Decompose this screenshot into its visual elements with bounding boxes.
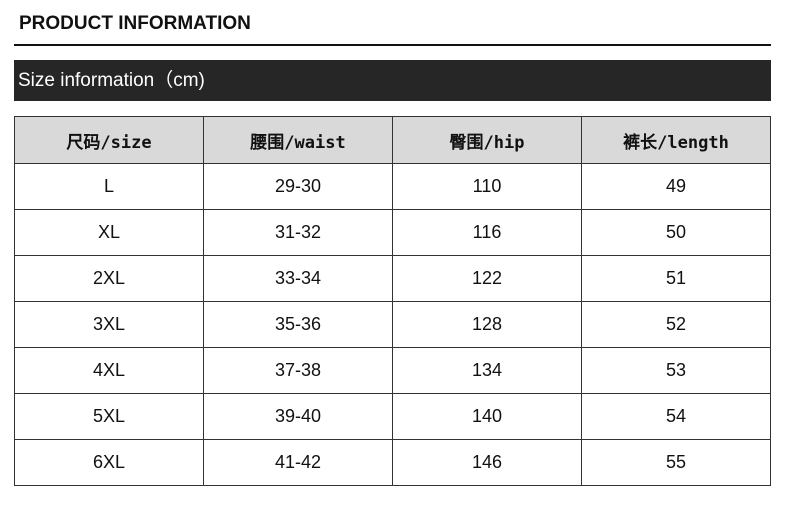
table-cell: 39-40 [203, 393, 393, 440]
table-cell: 5XL [14, 393, 204, 440]
page-title: PRODUCT INFORMATION [19, 13, 251, 34]
table-row: 3XL 35-36 128 52 [14, 301, 771, 348]
table-row: L 29-30 110 49 [14, 163, 771, 210]
table-cell: 110 [392, 163, 582, 210]
table-cell: 3XL [14, 301, 204, 348]
table-cell: 146 [392, 439, 582, 486]
table-cell: 41-42 [203, 439, 393, 486]
table-cell: 122 [392, 255, 582, 302]
table-cell: 55 [581, 439, 771, 486]
table-cell: 140 [392, 393, 582, 440]
size-table: 尺码/size 腰围/waist 臀围/hip 裤长/length L 29-30 110… [14, 116, 771, 486]
table-header-row: 尺码/size 腰围/waist 臀围/hip 裤长/length [14, 116, 771, 164]
table-cell: 54 [581, 393, 771, 440]
table-cell: 6XL [14, 439, 204, 486]
column-header: 腰围/waist [203, 116, 393, 164]
title-divider [14, 44, 771, 46]
table-cell: 116 [392, 209, 582, 256]
table-cell: 2XL [14, 255, 204, 302]
table-cell: 134 [392, 347, 582, 394]
table-cell: 50 [581, 209, 771, 256]
column-header: 尺码/size [14, 116, 204, 164]
table-cell: XL [14, 209, 204, 256]
table-cell: 29-30 [203, 163, 393, 210]
table-cell: 35-36 [203, 301, 393, 348]
table-cell: 31-32 [203, 209, 393, 256]
table-row: 2XL 33-34 122 51 [14, 255, 771, 302]
table-cell: 33-34 [203, 255, 393, 302]
table-cell: 128 [392, 301, 582, 348]
table-cell: 52 [581, 301, 771, 348]
table-cell: 4XL [14, 347, 204, 394]
table-cell: 49 [581, 163, 771, 210]
column-header: 裤长/length [581, 116, 771, 164]
table-row: 5XL 39-40 140 54 [14, 393, 771, 440]
table-row: 6XL 41-42 146 55 [14, 439, 771, 486]
table-row: 4XL 37-38 134 53 [14, 347, 771, 394]
table-row: XL 31-32 116 50 [14, 209, 771, 256]
table-cell: 51 [581, 255, 771, 302]
table-cell: L [14, 163, 204, 210]
table-cell: 37-38 [203, 347, 393, 394]
column-header: 臀围/hip [392, 116, 582, 164]
table-cell: 53 [581, 347, 771, 394]
section-header: Size information（cm) [14, 60, 771, 101]
